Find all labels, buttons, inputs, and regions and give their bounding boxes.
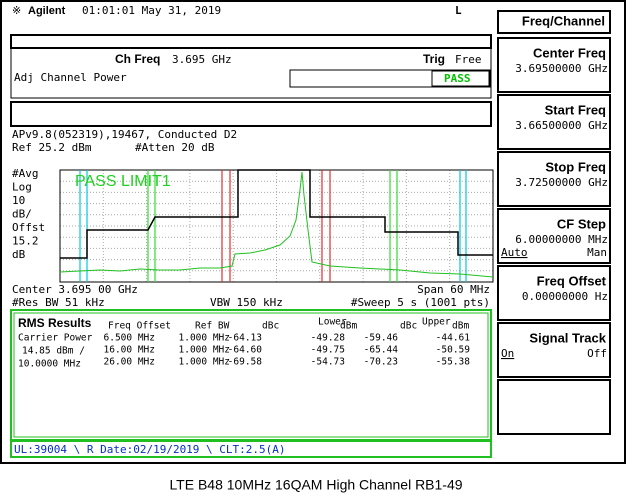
verdict: PASS	[444, 72, 471, 85]
result-cell: -65.44	[364, 345, 399, 356]
result-cell: -54.73	[311, 357, 345, 368]
flag: L	[455, 4, 462, 17]
softkey-value: 3.69500000 GHz	[515, 62, 608, 75]
caption: LTE B48 10MHz 16QAM High Channel RB1-49	[169, 477, 462, 493]
carrier-info: 14.85 dBm /	[22, 346, 85, 357]
result-cell: 26.00 MHz	[104, 357, 155, 368]
softkey-label: Center Freq	[533, 45, 606, 60]
result-cell: -55.38	[436, 357, 471, 368]
column-header: Ref BW	[195, 321, 230, 332]
softkey	[497, 37, 611, 93]
brand: Agilent	[28, 5, 66, 17]
trig-label: Trig	[423, 52, 445, 66]
scale-label: dB/	[12, 208, 32, 221]
result-cell: -49.75	[311, 345, 345, 356]
column-header: dBc	[262, 321, 279, 332]
result-cell: 1.000 MHz	[179, 357, 230, 368]
menu-title-box	[497, 10, 611, 34]
scale-label: dB	[12, 248, 26, 261]
result-cell: -49.28	[311, 333, 346, 344]
vbw: VBW 150 kHz	[210, 296, 283, 309]
softkey-option: Man	[587, 246, 607, 259]
result-cell: 1.000 MHz	[179, 345, 230, 356]
ref-level: Ref 25.2 dBm	[12, 141, 92, 154]
column-header: dBm	[340, 321, 357, 332]
column-header: Lower	[318, 317, 347, 328]
result-cell: 6.500 MHz	[104, 333, 155, 344]
menu-title: Freq/Channel	[522, 13, 605, 28]
res-bw: #Res BW 51 kHz	[12, 296, 105, 309]
result-cell: 16.00 MHz	[104, 345, 155, 356]
softkey-value: 3.72500000 GHz	[515, 176, 608, 189]
meas-title: APv9.8(052319),19467, Conducted D2	[12, 128, 237, 141]
softkey	[497, 151, 611, 207]
softkey-option: Auto	[501, 246, 528, 259]
atten: #Atten 20 dB	[135, 141, 215, 154]
result-cell: -64.60	[228, 345, 263, 356]
carrier-info: 10.0000 MHz	[18, 359, 81, 370]
result-cell: -69.58	[228, 357, 263, 368]
softkey-value: 3.66500000 GHz	[515, 119, 608, 132]
ch-freq: 3.695 GHz	[172, 53, 232, 66]
result-cell: 1.000 MHz	[179, 333, 230, 344]
result-cell: -50.59	[436, 345, 471, 356]
result-cell: -59.46	[364, 333, 399, 344]
limit-status: PASS LIMIT1	[75, 173, 171, 190]
softkey-label: Stop Freq	[545, 159, 606, 174]
softkey-label: CF Step	[557, 216, 606, 231]
scale-label: Offst	[12, 221, 45, 234]
column-header: dBc	[400, 321, 417, 332]
scale-label: 10	[12, 194, 25, 207]
softkey-option: On	[501, 347, 514, 360]
softkey	[497, 322, 611, 378]
column-header: dBm	[452, 321, 469, 332]
trig: Free	[455, 53, 482, 66]
ch-freq-label: Ch Freq	[115, 52, 160, 66]
softkey-label: Freq Offset	[537, 273, 607, 288]
column-header: Upper	[422, 317, 451, 328]
softkey-label: Start Freq	[545, 102, 606, 117]
mode: Adj Channel Power	[14, 71, 127, 84]
datetime: 01:01:01 May 31, 2019	[82, 4, 221, 17]
scale-label: Log	[12, 181, 32, 194]
result-cell: -70.23	[364, 357, 398, 368]
softkey	[497, 265, 611, 321]
softkey-value: 0.00000000 Hz	[522, 290, 608, 303]
results-title: RMS Results	[18, 316, 92, 330]
softkey	[497, 208, 611, 264]
span: Span 60 MHz	[417, 283, 490, 296]
softkey-label: Signal Track	[529, 330, 606, 345]
footer: UL:39004 \ R Date:02/19/2019 \ CLT:2.5(A…	[14, 443, 286, 456]
softkey	[497, 94, 611, 150]
carrier-info: Carrier Power	[18, 333, 93, 344]
column-header: Freq Offset	[108, 321, 171, 332]
result-cell: -44.61	[436, 333, 471, 344]
sweep: #Sweep 5 s (1001 pts)	[351, 296, 490, 309]
softkey-value: 6.00000000 MHz	[515, 233, 608, 246]
scale-label: #Avg	[12, 167, 39, 180]
scale-label: 15.2	[12, 235, 39, 248]
result-cell: -64.13	[228, 333, 262, 344]
center: Center 3.695 00 GHz	[12, 283, 138, 296]
icon: ※	[12, 4, 21, 17]
softkey-option: Off	[587, 347, 607, 360]
softkey	[497, 379, 611, 435]
